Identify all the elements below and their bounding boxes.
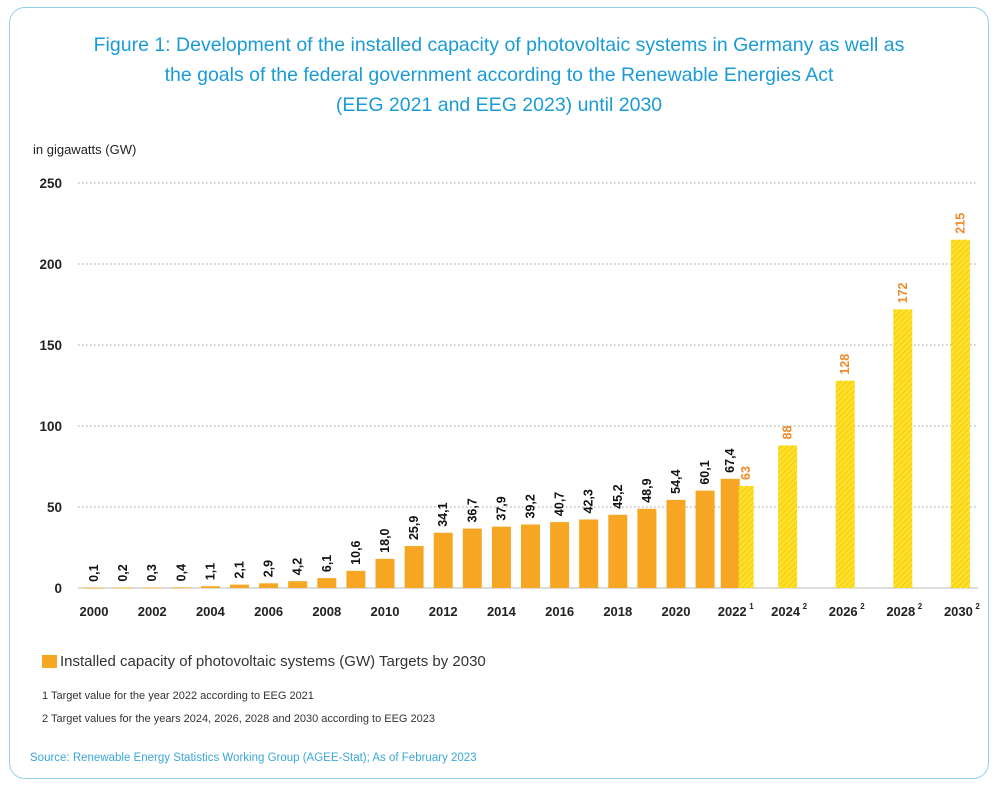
y-tick-label: 50 (47, 500, 62, 515)
x-tick-label: 2020 (662, 604, 691, 619)
x-tick-label: 2006 (254, 604, 283, 619)
x-tick-footnote-marker: 2 (918, 602, 923, 611)
x-tick-label: 2022 (718, 604, 747, 619)
bar-value-label: 39,2 (524, 494, 538, 518)
bar-value-label: 0,2 (116, 564, 130, 581)
x-tick-footnote-marker: 2 (860, 602, 865, 611)
bar-value-label: 45,2 (611, 484, 625, 508)
x-tick-label: 2002 (138, 604, 167, 619)
bar-value-label: 60,1 (698, 460, 712, 484)
x-tick-label: 2016 (545, 604, 574, 619)
bar-value-label: 0,3 (145, 564, 159, 581)
bar-value-label: 18,0 (378, 528, 392, 552)
bar-value-label: 48,9 (640, 478, 654, 502)
x-tick-label: 2014 (487, 604, 517, 619)
x-tick-label: 2004 (196, 604, 226, 619)
bar-installed (433, 532, 453, 588)
y-tick-label: 200 (39, 257, 62, 272)
bar-installed (84, 587, 104, 589)
bar-target (835, 380, 855, 588)
title-line-1: Figure 1: Development of the installed c… (93, 34, 905, 56)
bar-installed (230, 584, 249, 588)
target-value-label: 128 (838, 354, 852, 375)
bar-value-label: 2,1 (233, 561, 247, 578)
bar-value-label: 42,3 (582, 489, 596, 513)
bar-value-label: 67,4 (723, 448, 737, 472)
bar-value-label: 40,7 (553, 492, 567, 516)
target-value-label: 63 (739, 466, 753, 480)
source-note: Source: Renewable Energy Statistics Work… (30, 752, 477, 764)
bar-installed (720, 478, 740, 588)
bar-value-label: 37,9 (494, 496, 508, 520)
x-tick-footnote-marker: 2 (975, 602, 980, 611)
figure-title: Figure 1: Development of the installed c… (0, 30, 998, 120)
x-tick-label: 2030 (944, 604, 973, 619)
x-tick-label: 2018 (603, 604, 632, 619)
target-value-label: 172 (896, 282, 910, 303)
footnote-2: 2 Target values for the years 2024, 2026… (42, 713, 436, 725)
bar-installed (346, 570, 366, 588)
x-tick-footnote-marker: 2 (803, 602, 808, 611)
x-tick-label: 2026 (829, 604, 858, 619)
y-tick-label: 100 (39, 419, 62, 434)
bar-installed (491, 526, 511, 588)
bar-installed (579, 519, 599, 588)
bar-value-label: 6,1 (320, 555, 334, 572)
bar-value-label: 34,1 (436, 502, 450, 526)
bar-installed (375, 558, 395, 588)
bar-installed (200, 586, 220, 588)
x-tick-label: 2000 (80, 604, 109, 619)
y-tick-label: 150 (39, 338, 62, 353)
bar-installed (521, 524, 540, 588)
y-tick-label: 250 (39, 176, 62, 191)
y-tick-label: 0 (54, 581, 62, 596)
x-tick-label: 2028 (886, 604, 915, 619)
bar-target (893, 309, 913, 588)
bar-installed (317, 578, 337, 588)
bar-chart: 0 50 100 150 200 250 0,1 0,2 0,3 0,4 1,1 2,1 2,9 4,2 6… (39, 176, 980, 619)
bar-installed (171, 587, 191, 589)
bar-target (950, 239, 970, 588)
footnote-1: 1 Target value for the year 2022 accordi… (42, 690, 314, 702)
x-tick-label: 2008 (312, 604, 341, 619)
bar-value-label: 2,9 (262, 560, 276, 577)
target-value-label: 88 (781, 425, 795, 439)
bar-installed (404, 546, 424, 588)
bar-installed (550, 522, 570, 588)
legend-swatch (42, 655, 57, 668)
y-axis-unit-label: in gigawatts (GW) (33, 142, 137, 157)
x-tick-label: 2024 (771, 604, 801, 619)
bar-target (778, 445, 798, 588)
bar-value-label: 0,4 (174, 564, 188, 581)
title-line-3: (EEG 2021 and EEG 2023) until 2030 (335, 94, 663, 116)
bar-installed (666, 499, 686, 588)
title-line-2: the goals of the federal government acco… (164, 64, 834, 86)
legend: Installed capacity of photovoltaic syste… (42, 653, 486, 670)
target-value-label: 215 (953, 213, 967, 234)
bar-installed (142, 587, 162, 589)
bar-value-label: 10,6 (349, 540, 363, 564)
legend-label: Installed capacity of photovoltaic syste… (60, 653, 486, 670)
figure-frame (9, 7, 989, 779)
bar-installed (637, 508, 657, 588)
bar-value-label: 25,9 (407, 516, 421, 540)
bar-value-label: 36,7 (465, 498, 479, 522)
bar-installed (608, 514, 628, 588)
bar-value-label: 54,4 (669, 469, 683, 493)
x-tick-label: 2010 (371, 604, 400, 619)
x-tick-label: 2012 (429, 604, 458, 619)
bar-target (738, 485, 754, 588)
bar-value-label: 4,2 (291, 558, 305, 575)
bar-installed (259, 583, 279, 588)
x-tick-footnote-marker: 1 (749, 602, 754, 611)
bar-installed (695, 490, 715, 588)
bar-value-label: 1,1 (203, 563, 217, 580)
bar-installed (113, 587, 133, 589)
bar-installed (462, 528, 482, 588)
bar-installed (288, 581, 308, 588)
bar-value-label: 0,1 (87, 564, 101, 581)
